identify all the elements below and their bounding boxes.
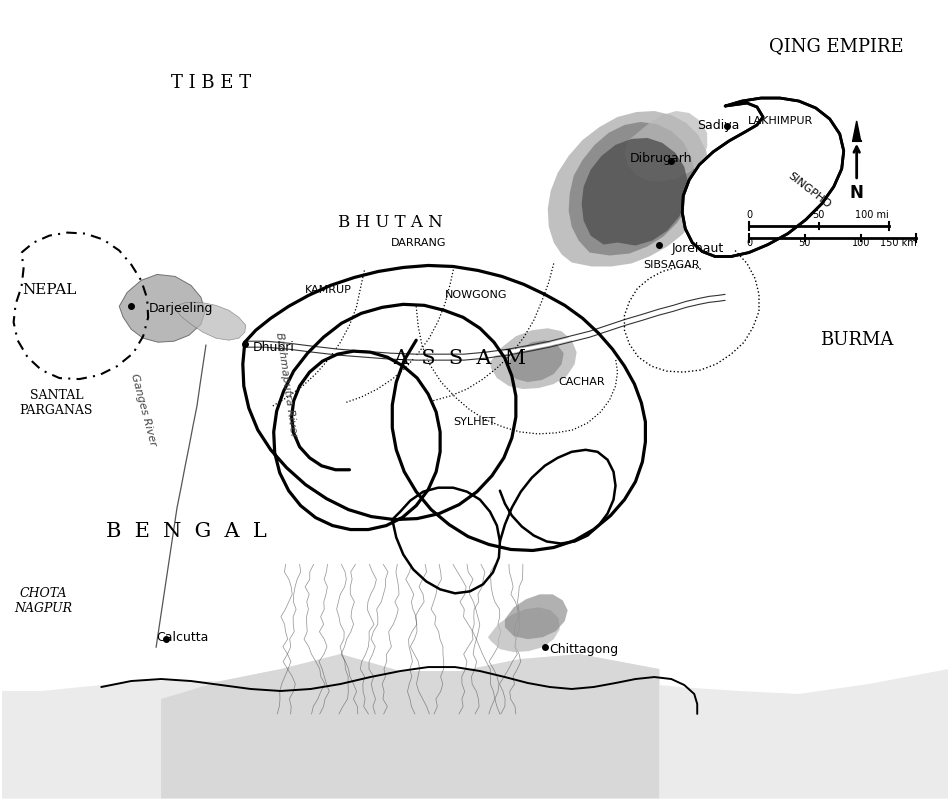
Text: CACHAR: CACHAR (559, 377, 605, 387)
Text: B  E  N  G  A  L: B E N G A L (105, 522, 266, 541)
Text: 0: 0 (746, 210, 752, 220)
Text: Dhubri: Dhubri (253, 341, 294, 354)
Text: SINGPHO: SINGPHO (786, 171, 832, 210)
Text: Brahmaputra River: Brahmaputra River (275, 332, 299, 438)
Polygon shape (175, 302, 246, 340)
Text: 50: 50 (799, 238, 811, 247)
Text: Ganges River: Ganges River (128, 373, 158, 447)
Text: T I B E T: T I B E T (171, 74, 251, 92)
Polygon shape (2, 654, 948, 798)
Text: Darjeeling: Darjeeling (149, 302, 214, 315)
Text: 100 mi: 100 mi (855, 210, 888, 220)
Text: Dibrugarh: Dibrugarh (630, 152, 692, 166)
Text: N: N (849, 184, 864, 202)
Text: SIBSAGAR: SIBSAGAR (643, 261, 699, 270)
Text: Calcutta: Calcutta (156, 630, 208, 644)
Text: KAMRUP: KAMRUP (305, 286, 352, 295)
Text: 50: 50 (812, 210, 825, 220)
Text: SANTAL
PARGANAS: SANTAL PARGANAS (20, 389, 93, 417)
Polygon shape (624, 111, 707, 182)
Text: SYLHET: SYLHET (453, 417, 495, 427)
Polygon shape (120, 274, 205, 342)
Text: Jorehaut: Jorehaut (672, 242, 724, 255)
Text: CHOTA
NAGPUR: CHOTA NAGPUR (14, 587, 72, 615)
Polygon shape (548, 111, 711, 266)
Polygon shape (490, 328, 577, 389)
Polygon shape (162, 654, 659, 798)
Text: 100: 100 (851, 238, 870, 247)
Polygon shape (488, 607, 560, 652)
Polygon shape (853, 121, 861, 141)
Text: LAKHIMPUR: LAKHIMPUR (749, 116, 813, 126)
Text: QING EMPIRE: QING EMPIRE (770, 38, 904, 55)
Text: DARRANG: DARRANG (390, 238, 446, 247)
Text: A  S  S  A  M: A S S A M (393, 349, 526, 368)
Text: B H U T A N: B H U T A N (338, 214, 443, 231)
Text: 150 km: 150 km (880, 238, 917, 247)
Polygon shape (569, 122, 695, 255)
Text: Chittagong: Chittagong (550, 642, 618, 656)
Text: NEPAL: NEPAL (22, 283, 77, 298)
Polygon shape (581, 138, 688, 246)
Text: 0: 0 (746, 238, 752, 247)
Text: BURMA: BURMA (820, 331, 893, 350)
Polygon shape (504, 594, 568, 639)
Text: Sadiya: Sadiya (697, 119, 740, 133)
Text: NOWGONG: NOWGONG (445, 290, 507, 300)
Polygon shape (682, 98, 844, 257)
Polygon shape (508, 340, 563, 382)
